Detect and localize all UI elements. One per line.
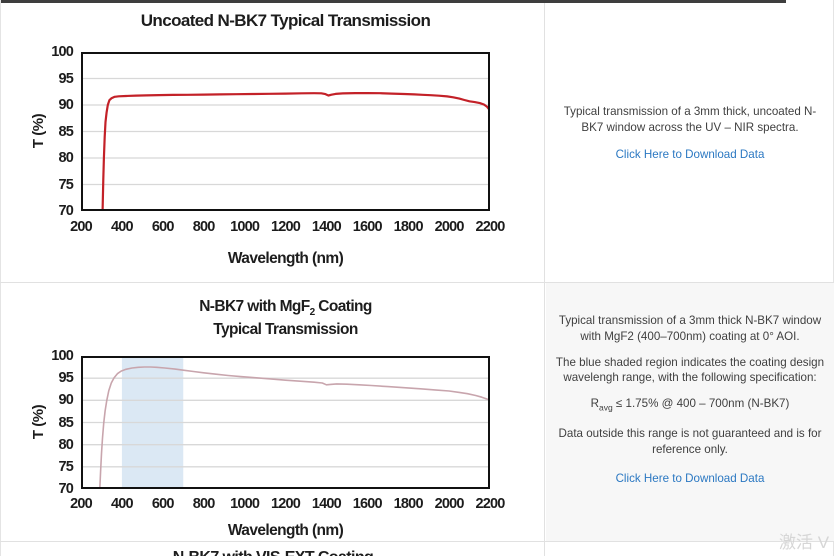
description-text-uncoated: Typical transmission of a 3mm thick, unc…	[563, 105, 817, 134]
y-tick-label: 95	[58, 70, 73, 87]
x-tick-label: 1400	[311, 219, 342, 235]
x-tick-label: 2000	[434, 496, 465, 512]
y-tick-label: 85	[58, 414, 73, 431]
x-tick-label: 1600	[352, 219, 383, 235]
plot-area	[81, 356, 490, 489]
x-tick-label: 1400	[311, 496, 342, 512]
x-tick-label: 2200	[475, 219, 505, 235]
x-tick-label: 1200	[270, 219, 301, 235]
x-axis-label: Wavelength (nm)	[227, 522, 344, 539]
x-tick-label: 400	[110, 496, 134, 512]
x-tick-label: 1200	[270, 496, 301, 512]
title-line1-post: Coating	[314, 298, 372, 315]
y-tick-label: 80	[58, 436, 73, 453]
x-tick-label: 1600	[352, 496, 383, 512]
transmission-curve	[98, 366, 490, 489]
row-divider-2	[0, 541, 834, 542]
y-tick-label: 95	[58, 370, 73, 387]
x-tick-label: 600	[151, 496, 175, 512]
y-tick-label: 85	[58, 123, 73, 140]
description-mgf2-p4: Data outside this range is not guarantee…	[558, 427, 822, 457]
description-panel-uncoated: Typical transmission of a 3mm thick, unc…	[546, 3, 834, 282]
y-tick-label: 90	[58, 392, 73, 409]
activation-watermark: 激活 V	[779, 533, 830, 552]
x-tick-label: 600	[151, 219, 175, 235]
x-tick-label: 200	[70, 496, 93, 512]
y-tick-label: 80	[58, 150, 73, 166]
x-tick-label: 2000	[434, 219, 465, 235]
plot-border	[81, 356, 490, 489]
left-border	[0, 0, 1, 556]
chart-panel-uncoated: Uncoated N-BK7 Typical Transmission T (%…	[2, 3, 544, 282]
chart-title-uncoated: Uncoated N-BK7 Typical Transmission	[140, 11, 431, 30]
chart-panel-mgf2: N-BK7 with MgF2 Coating Typical Transmis…	[2, 283, 544, 541]
description-mgf2-p2: The blue shaded region indicates the coa…	[555, 355, 825, 385]
plot-area	[81, 52, 490, 211]
coating-spec-line: Ravg ≤ 1.75% @ 400 – 700nm (N-BK7)	[553, 396, 827, 416]
download-data-link-mgf2[interactable]: Click Here to Download Data	[615, 471, 765, 485]
top-divider-dark	[0, 0, 786, 3]
title-line2: Typical Transmission	[213, 321, 358, 339]
x-tick-label: 1800	[393, 219, 424, 235]
spec-sub: avg	[598, 402, 613, 413]
y-tick-label: 100	[51, 348, 74, 364]
plot-border	[81, 52, 490, 211]
x-tick-label: 400	[110, 219, 134, 235]
row-divider-1	[0, 282, 834, 283]
x-tick-label: 1000	[230, 496, 260, 512]
chart-title-next-clipped: N-BK7 with VIS-EXT Coating	[2, 549, 544, 556]
title-line1-sub: 2	[309, 307, 316, 319]
download-data-link-uncoated[interactable]: Click Here to Download Data	[615, 147, 765, 161]
x-tick-label: 1800	[393, 496, 424, 512]
y-tick-label: 75	[58, 176, 73, 193]
spec-post: ≤ 1.75% @ 400 – 700nm (N-BK7)	[612, 397, 790, 411]
y-tick-label: 100	[51, 44, 74, 60]
column-divider	[544, 3, 545, 556]
y-tick-label: 75	[58, 458, 73, 475]
x-tick-label: 800	[192, 496, 216, 512]
spec-pre: R	[590, 397, 599, 411]
y-tick-label: 70	[58, 203, 73, 219]
y-tick-label: 90	[58, 97, 73, 113]
description-panel-mgf2: Typical transmission of a 3mm thick N-BK…	[546, 283, 834, 541]
x-tick-label: 200	[70, 219, 93, 235]
title-line1-pre: N-BK7 with MgF	[199, 298, 310, 315]
y-tick-label: 70	[58, 481, 73, 497]
chart-title-mgf2: N-BK7 with MgF2 Coating Typical Transmis…	[81, 298, 490, 338]
x-axis-label: Wavelength (nm)	[227, 250, 344, 267]
x-tick-label: 1000	[230, 219, 260, 235]
x-tick-label: 800	[192, 219, 216, 235]
transmission-curve	[101, 92, 490, 211]
x-tick-label: 2200	[475, 496, 505, 512]
description-mgf2-p1: Typical transmission of a 3mm thick N-BK…	[558, 314, 822, 343]
